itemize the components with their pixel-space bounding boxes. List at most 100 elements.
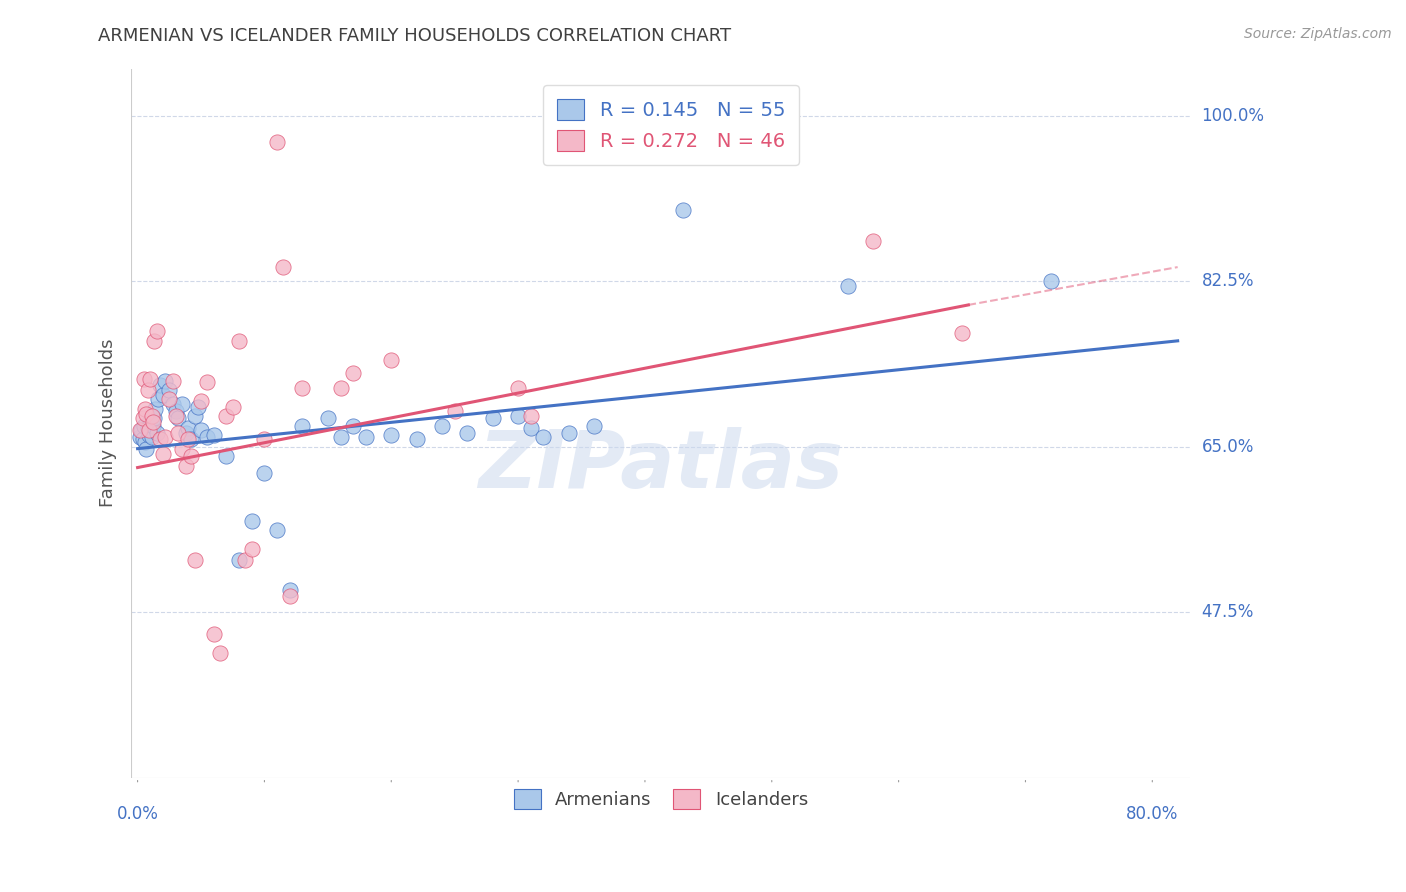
Point bbox=[170, 442, 193, 456]
Point bbox=[146, 392, 169, 407]
Point bbox=[183, 553, 205, 567]
Point bbox=[837, 279, 859, 293]
Point bbox=[380, 428, 402, 442]
Point bbox=[149, 432, 172, 446]
Point bbox=[167, 425, 190, 440]
Point bbox=[131, 432, 153, 446]
Point bbox=[266, 136, 288, 150]
Point bbox=[141, 409, 163, 424]
Point bbox=[329, 430, 352, 444]
Point bbox=[456, 425, 478, 440]
Point bbox=[134, 401, 156, 416]
Point bbox=[430, 419, 453, 434]
Point bbox=[329, 381, 352, 395]
Point bbox=[228, 334, 250, 348]
Point bbox=[253, 467, 276, 481]
Point bbox=[145, 325, 167, 339]
Text: 100.0%: 100.0% bbox=[1202, 107, 1264, 125]
Point bbox=[278, 589, 301, 603]
Point bbox=[253, 432, 276, 446]
Point bbox=[152, 447, 174, 461]
Point bbox=[235, 553, 257, 567]
Point bbox=[131, 411, 153, 425]
Point bbox=[190, 423, 212, 437]
Point bbox=[222, 400, 245, 414]
Point bbox=[506, 381, 529, 395]
Point bbox=[162, 374, 184, 388]
Text: Source: ZipAtlas.com: Source: ZipAtlas.com bbox=[1244, 27, 1392, 41]
Point bbox=[143, 334, 166, 348]
Point bbox=[157, 392, 180, 407]
Text: ARMENIAN VS ICELANDER FAMILY HOUSEHOLDS CORRELATION CHART: ARMENIAN VS ICELANDER FAMILY HOUSEHOLDS … bbox=[98, 27, 731, 45]
Point bbox=[174, 458, 197, 473]
Y-axis label: Family Households: Family Households bbox=[100, 339, 117, 508]
Point bbox=[165, 409, 187, 424]
Point bbox=[215, 409, 238, 424]
Point bbox=[142, 415, 165, 429]
Point bbox=[202, 627, 225, 641]
Point bbox=[443, 404, 465, 418]
Point bbox=[202, 428, 225, 442]
Point bbox=[129, 423, 152, 437]
Point bbox=[190, 394, 212, 409]
Text: 65.0%: 65.0% bbox=[1202, 438, 1254, 456]
Point bbox=[165, 404, 187, 418]
Point bbox=[240, 541, 263, 556]
Point bbox=[195, 376, 218, 390]
Point bbox=[342, 419, 364, 434]
Point bbox=[342, 366, 364, 380]
Point bbox=[672, 203, 695, 218]
Point bbox=[138, 428, 160, 442]
Point bbox=[215, 449, 238, 463]
Point bbox=[152, 388, 174, 402]
Text: 47.5%: 47.5% bbox=[1202, 603, 1254, 621]
Point bbox=[134, 435, 156, 450]
Point bbox=[273, 260, 295, 274]
Point bbox=[170, 397, 193, 411]
Point bbox=[142, 419, 165, 434]
Point bbox=[129, 430, 152, 444]
Point bbox=[155, 430, 177, 444]
Point bbox=[583, 419, 606, 434]
Point bbox=[278, 583, 301, 598]
Point bbox=[143, 411, 166, 425]
Point bbox=[533, 430, 555, 444]
Point bbox=[228, 553, 250, 567]
Point bbox=[1039, 274, 1062, 288]
Point bbox=[132, 372, 155, 386]
Point bbox=[481, 411, 503, 425]
Point bbox=[195, 430, 218, 444]
Point bbox=[240, 514, 263, 528]
Point bbox=[174, 425, 197, 440]
Point bbox=[177, 421, 200, 435]
Point bbox=[187, 400, 209, 414]
Point bbox=[131, 423, 153, 437]
Point bbox=[950, 326, 973, 341]
Text: ZIPatlas: ZIPatlas bbox=[478, 426, 844, 505]
Point bbox=[139, 372, 162, 386]
Point bbox=[167, 411, 190, 425]
Point bbox=[180, 449, 202, 463]
Point bbox=[132, 419, 155, 434]
Point bbox=[145, 425, 167, 440]
Text: 82.5%: 82.5% bbox=[1202, 272, 1254, 290]
Point bbox=[177, 432, 200, 446]
Point bbox=[157, 383, 180, 397]
Point bbox=[136, 383, 159, 397]
Point bbox=[135, 442, 157, 456]
Point bbox=[291, 419, 314, 434]
Point bbox=[138, 423, 160, 437]
Point bbox=[520, 421, 543, 435]
Point bbox=[135, 407, 157, 421]
Point bbox=[862, 234, 884, 248]
Point bbox=[291, 381, 314, 395]
Legend: Armenians, Icelanders: Armenians, Icelanders bbox=[505, 780, 817, 818]
Point bbox=[506, 409, 529, 424]
Point bbox=[155, 374, 177, 388]
Point bbox=[520, 409, 543, 424]
Point bbox=[354, 430, 377, 444]
Point bbox=[162, 397, 184, 411]
Point bbox=[558, 425, 581, 440]
Point bbox=[143, 401, 166, 416]
Point bbox=[136, 421, 159, 435]
